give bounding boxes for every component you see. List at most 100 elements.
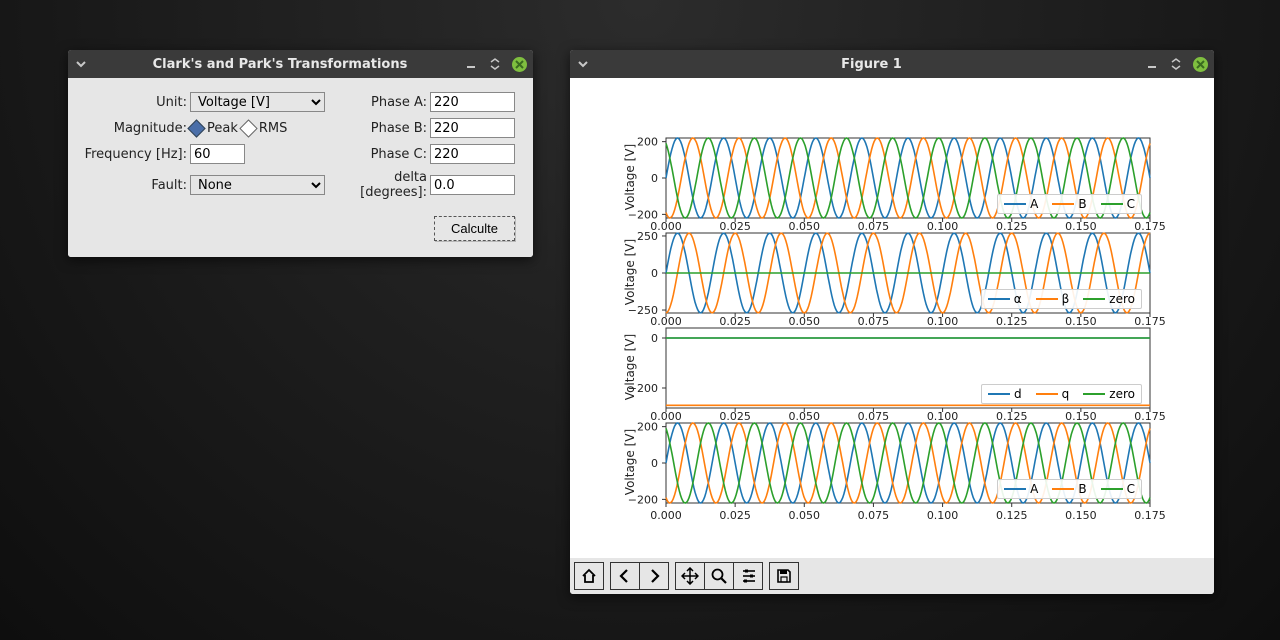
transformations-window: Clark's and Park's Transformations Unit:… (68, 50, 533, 257)
svg-text:0.125: 0.125 (996, 220, 1028, 233)
calculate-button[interactable]: Calculte (434, 216, 515, 241)
svg-text:200: 200 (637, 421, 658, 434)
svg-text:0.100: 0.100 (927, 315, 959, 328)
forward-icon[interactable] (639, 563, 668, 589)
window-title: Figure 1 (598, 57, 1145, 72)
svg-text:0.100: 0.100 (927, 509, 959, 522)
svg-text:0.175: 0.175 (1134, 220, 1166, 233)
legend-label: α (1014, 292, 1022, 306)
unit-label: Unit: (80, 95, 190, 110)
svg-text:0.025: 0.025 (719, 315, 751, 328)
svg-text:0.025: 0.025 (719, 509, 751, 522)
svg-text:0.000: 0.000 (650, 315, 682, 328)
frequency-input[interactable] (190, 144, 245, 164)
save-icon[interactable] (770, 563, 798, 589)
svg-text:250: 250 (637, 230, 658, 243)
ylabel: Voltage [V] (623, 422, 637, 502)
pan-icon[interactable] (676, 563, 704, 589)
subplot-dq: 0.0000.0250.0500.0750.1000.1250.1500.175… (666, 328, 1150, 408)
svg-text:0.075: 0.075 (858, 509, 890, 522)
minimize-icon[interactable] (464, 57, 478, 71)
legend-label: zero (1109, 387, 1135, 401)
legend-label: A (1030, 482, 1038, 496)
phase-a-input[interactable] (430, 92, 515, 112)
svg-text:0: 0 (651, 332, 658, 345)
phase-c-label: Phase C: (325, 147, 430, 162)
titlebar[interactable]: Clark's and Park's Transformations (68, 50, 533, 78)
svg-text:0.050: 0.050 (789, 220, 821, 233)
fault-select[interactable]: None (190, 175, 325, 195)
svg-text:0.125: 0.125 (996, 509, 1028, 522)
svg-text:0.150: 0.150 (1065, 315, 1097, 328)
legend: A B C (997, 479, 1142, 499)
svg-text:0.075: 0.075 (858, 220, 890, 233)
svg-text:0.100: 0.100 (927, 220, 959, 233)
subplot-abc_top: −2000200Voltage [V]ABC (666, 138, 1150, 218)
home-icon[interactable] (575, 563, 603, 589)
svg-text:0.150: 0.150 (1065, 509, 1097, 522)
svg-text:0.000: 0.000 (650, 509, 682, 522)
svg-text:0.150: 0.150 (1065, 220, 1097, 233)
minimize-icon[interactable] (1145, 57, 1159, 71)
legend: d q zero (981, 384, 1142, 404)
frequency-label: Frequency [Hz]: (80, 147, 190, 162)
legend: α β zero (981, 289, 1142, 309)
legend-label: q (1062, 387, 1070, 401)
svg-text:200: 200 (637, 136, 658, 149)
legend-label: zero (1109, 292, 1135, 306)
legend: A B C (997, 194, 1142, 214)
svg-text:0.175: 0.175 (1134, 509, 1166, 522)
window-menu-icon[interactable] (576, 57, 590, 71)
legend-label: d (1014, 387, 1022, 401)
titlebar[interactable]: Figure 1 (570, 50, 1214, 78)
back-icon[interactable] (611, 563, 639, 589)
svg-text:0.100: 0.100 (927, 410, 959, 423)
rms-radio-label: RMS (259, 121, 288, 136)
svg-text:0.075: 0.075 (858, 410, 890, 423)
legend-label: β (1062, 292, 1070, 306)
form-body: Unit: Voltage [V] Phase A: Magnitude: Pe… (68, 78, 533, 257)
svg-text:0.075: 0.075 (858, 315, 890, 328)
maximize-icon[interactable] (488, 57, 502, 71)
svg-text:0: 0 (651, 267, 658, 280)
legend-label: C (1127, 482, 1135, 496)
legend-label: B (1078, 197, 1086, 211)
zoom-icon[interactable] (704, 563, 733, 589)
svg-text:0: 0 (651, 172, 658, 185)
magnitude-radio-group: Peak RMS (190, 121, 325, 136)
ylabel: Voltage [V] (623, 232, 637, 312)
svg-text:0.175: 0.175 (1134, 410, 1166, 423)
legend-label: C (1127, 197, 1135, 211)
svg-text:0.025: 0.025 (719, 410, 751, 423)
legend-label: B (1078, 482, 1086, 496)
subplot-alpha_beta: 0.0000.0250.0500.0750.1000.1250.1500.175… (666, 233, 1150, 313)
svg-text:0.125: 0.125 (996, 410, 1028, 423)
unit-select[interactable]: Voltage [V] (190, 92, 325, 112)
peak-radio-label: Peak (207, 121, 238, 136)
maximize-icon[interactable] (1169, 57, 1183, 71)
legend-label: A (1030, 197, 1038, 211)
ylabel: Voltage [V] (623, 327, 637, 407)
svg-text:0.050: 0.050 (789, 509, 821, 522)
configure-icon[interactable] (733, 563, 762, 589)
magnitude-label: Magnitude: (80, 121, 190, 136)
close-icon[interactable] (512, 57, 527, 72)
rms-radio[interactable] (239, 119, 257, 137)
matplotlib-toolbar (570, 558, 1214, 594)
peak-radio[interactable] (187, 119, 205, 137)
svg-text:0.150: 0.150 (1065, 410, 1097, 423)
svg-text:0.050: 0.050 (789, 410, 821, 423)
svg-text:0.175: 0.175 (1134, 315, 1166, 328)
svg-text:0.125: 0.125 (996, 315, 1028, 328)
fault-label: Fault: (80, 178, 190, 193)
subplot-abc_bottom: 0.0000.0000.0250.0250.0500.0500.0750.075… (666, 423, 1150, 503)
delta-input[interactable] (430, 175, 515, 195)
svg-text:0: 0 (651, 457, 658, 470)
window-title: Clark's and Park's Transformations (96, 57, 464, 72)
window-menu-icon[interactable] (74, 57, 88, 71)
phase-c-input[interactable] (430, 144, 515, 164)
close-icon[interactable] (1193, 57, 1208, 72)
phase-a-label: Phase A: (325, 95, 430, 110)
delta-label: delta [degrees]: (325, 170, 430, 200)
phase-b-input[interactable] (430, 118, 515, 138)
